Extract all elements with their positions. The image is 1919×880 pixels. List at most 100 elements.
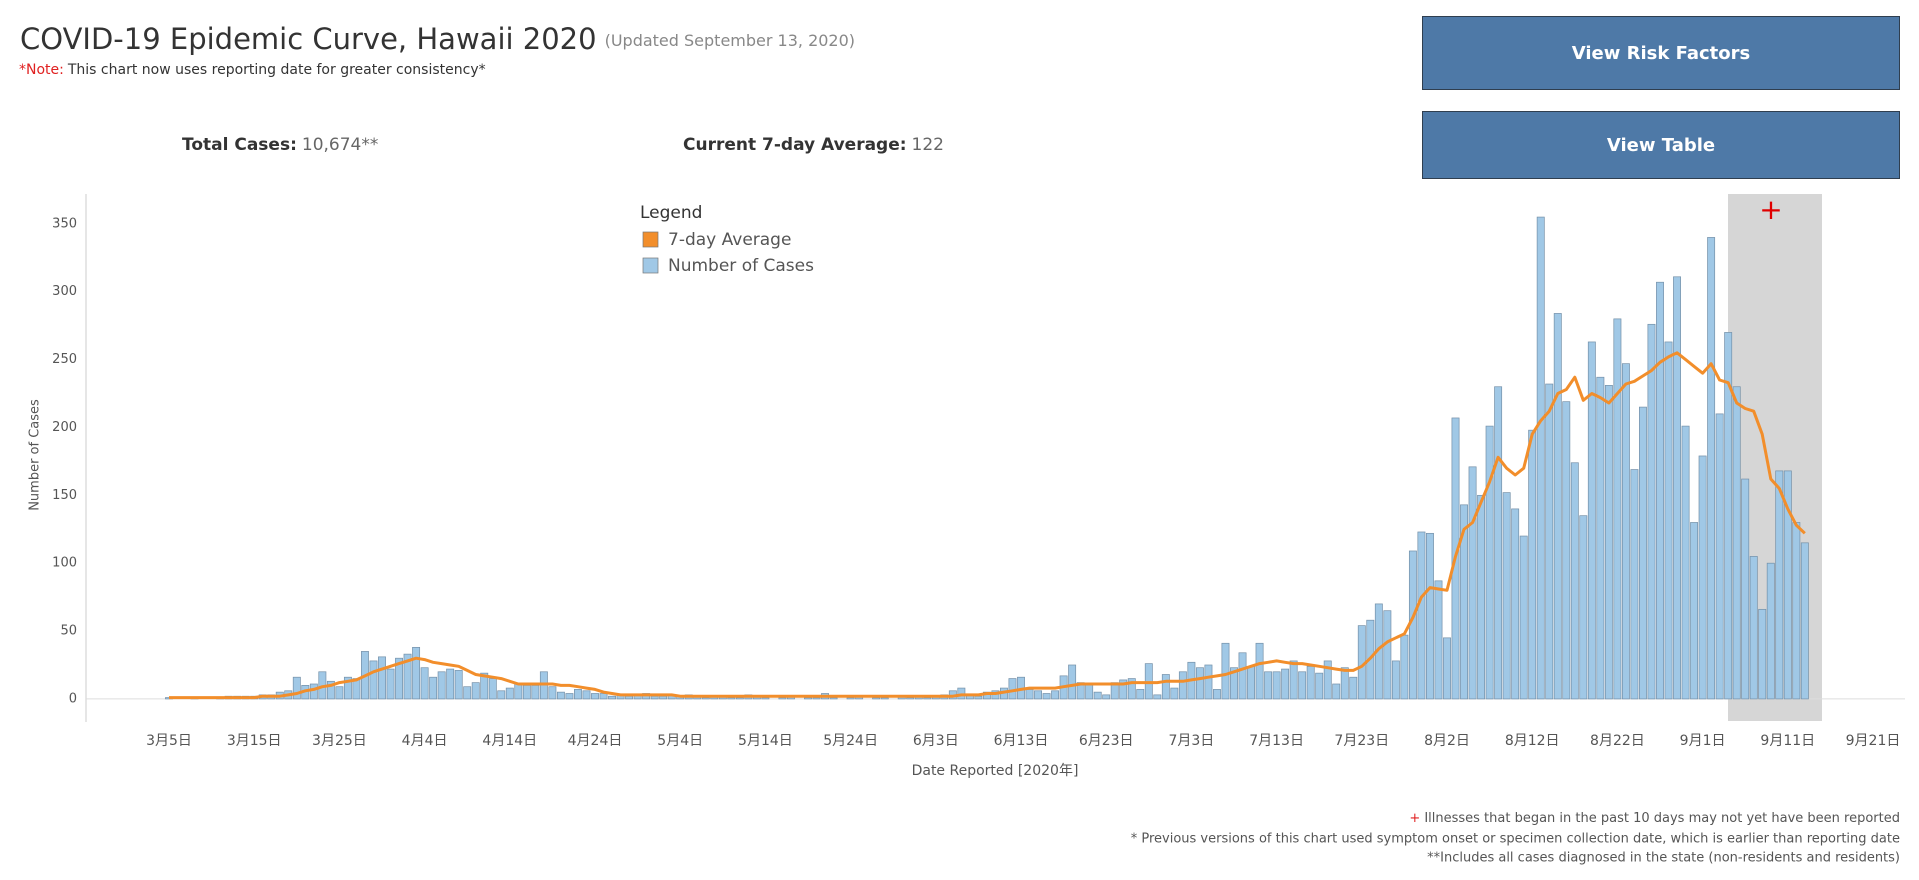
bar: [1494, 386, 1503, 700]
bar: [1340, 667, 1349, 700]
bar: [1800, 542, 1809, 700]
bar: [556, 691, 565, 700]
legend-swatch: [642, 257, 659, 274]
bar: [522, 685, 531, 700]
bar: [497, 690, 506, 700]
bar: [1749, 556, 1758, 700]
x-tick-label: 3月15日: [227, 733, 282, 749]
bar: [1477, 494, 1486, 700]
bar: [1008, 678, 1017, 700]
bar: [1323, 660, 1332, 700]
bar: [1195, 667, 1204, 700]
bar: [1255, 642, 1264, 700]
note-label: *Note:: [19, 62, 64, 78]
bar: [309, 683, 318, 700]
bar: [1230, 667, 1238, 700]
bar: [1349, 676, 1358, 700]
bar: [1647, 323, 1656, 700]
bar: [343, 676, 352, 700]
table-button[interactable]: View Table: [1422, 111, 1900, 179]
bar: [1093, 691, 1102, 700]
bar: [1698, 455, 1707, 700]
annotation: +: [1759, 193, 1782, 226]
bar: [1426, 532, 1434, 700]
bar: [1485, 425, 1494, 700]
bar: [1673, 276, 1681, 700]
bar: [701, 697, 710, 700]
x-tick-label: 4月14日: [482, 733, 537, 749]
bar: [378, 656, 386, 700]
bar: [565, 693, 574, 700]
bar: [761, 697, 770, 700]
x-axis-title: Date Reported [2020年]: [912, 763, 1079, 779]
x-tick-label: 8月12日: [1505, 733, 1560, 749]
bar: [1443, 637, 1451, 700]
legend-label: 7-day Average: [668, 230, 791, 250]
bar: [1400, 634, 1409, 700]
bar: [812, 697, 821, 700]
footnote-text: Illnesses that began in the past 10 days…: [1424, 811, 1900, 826]
bar: [505, 687, 514, 700]
bar: [1434, 580, 1443, 700]
y-tick-label: 300: [52, 284, 77, 299]
bar: [1178, 671, 1187, 700]
y-axis-title: Number of Cases: [28, 399, 43, 511]
x-tick-label: 5月4日: [657, 733, 703, 749]
x-tick-label: 5月24日: [823, 733, 878, 749]
y-tick-label: 0: [69, 691, 77, 706]
x-tick-label: 9月21日: [1846, 733, 1901, 749]
bar: [446, 668, 455, 700]
bar: [1639, 406, 1647, 700]
bar: [1468, 466, 1477, 700]
bar: [1783, 470, 1792, 700]
bar: [1068, 664, 1077, 700]
bar: [880, 697, 889, 700]
bar: [514, 683, 523, 700]
bar: [1042, 693, 1051, 700]
updated: (Updated September 13, 2020): [605, 31, 855, 50]
bar: [395, 657, 403, 700]
bar: [1553, 313, 1562, 700]
title: COVID-19 Epidemic Curve, Hawaii 2020 (Upd…: [20, 22, 855, 56]
footnote: **Includes all cases diagnosed in the st…: [1427, 851, 1900, 866]
y-tick-label: 50: [60, 624, 77, 639]
bar: [471, 682, 480, 700]
bar: [1204, 664, 1213, 700]
title-text: COVID-19 Epidemic Curve, Hawaii 2020: [20, 22, 597, 56]
x-tick-label: 9月1日: [1680, 733, 1726, 749]
bar: [1034, 690, 1042, 700]
bar: [292, 676, 301, 700]
x-tick-label: 8月2日: [1424, 733, 1470, 749]
bar: [974, 695, 983, 700]
bar: [1621, 363, 1630, 700]
bar: [1502, 492, 1511, 700]
bar: [531, 685, 540, 700]
bar: [1161, 674, 1170, 700]
risk-factors-button[interactable]: View Risk Factors: [1422, 16, 1900, 90]
bar: [1085, 683, 1094, 700]
bar: [1025, 689, 1034, 700]
bar: [480, 672, 489, 700]
bar: [1051, 690, 1060, 700]
kpi: Total Cases: 10,674**: [182, 135, 378, 155]
bar: [906, 697, 915, 700]
bar: [829, 697, 838, 700]
bar: [1528, 429, 1537, 700]
bar: [326, 680, 335, 700]
bar: [1460, 504, 1468, 700]
footnote-marker: +: [1409, 811, 1420, 826]
bar: [1213, 689, 1221, 700]
bar: [608, 695, 616, 700]
kpi-value: 122: [912, 135, 944, 155]
bar: [1306, 665, 1315, 700]
bar: [1238, 652, 1247, 700]
bar: [1264, 671, 1273, 700]
bar: [1383, 610, 1392, 700]
footnotes: + Illnesses that began in the past 10 day…: [1131, 811, 1900, 866]
bar: [1587, 341, 1596, 700]
note: *Note: This chart now uses reporting date…: [19, 62, 486, 78]
x-tick-label: 7月3日: [1168, 733, 1214, 749]
bar: [1604, 385, 1613, 700]
footnote: * Previous versions of this chart used s…: [1131, 832, 1900, 847]
footnote: + Illnesses that began in the past 10 day…: [1409, 811, 1900, 826]
